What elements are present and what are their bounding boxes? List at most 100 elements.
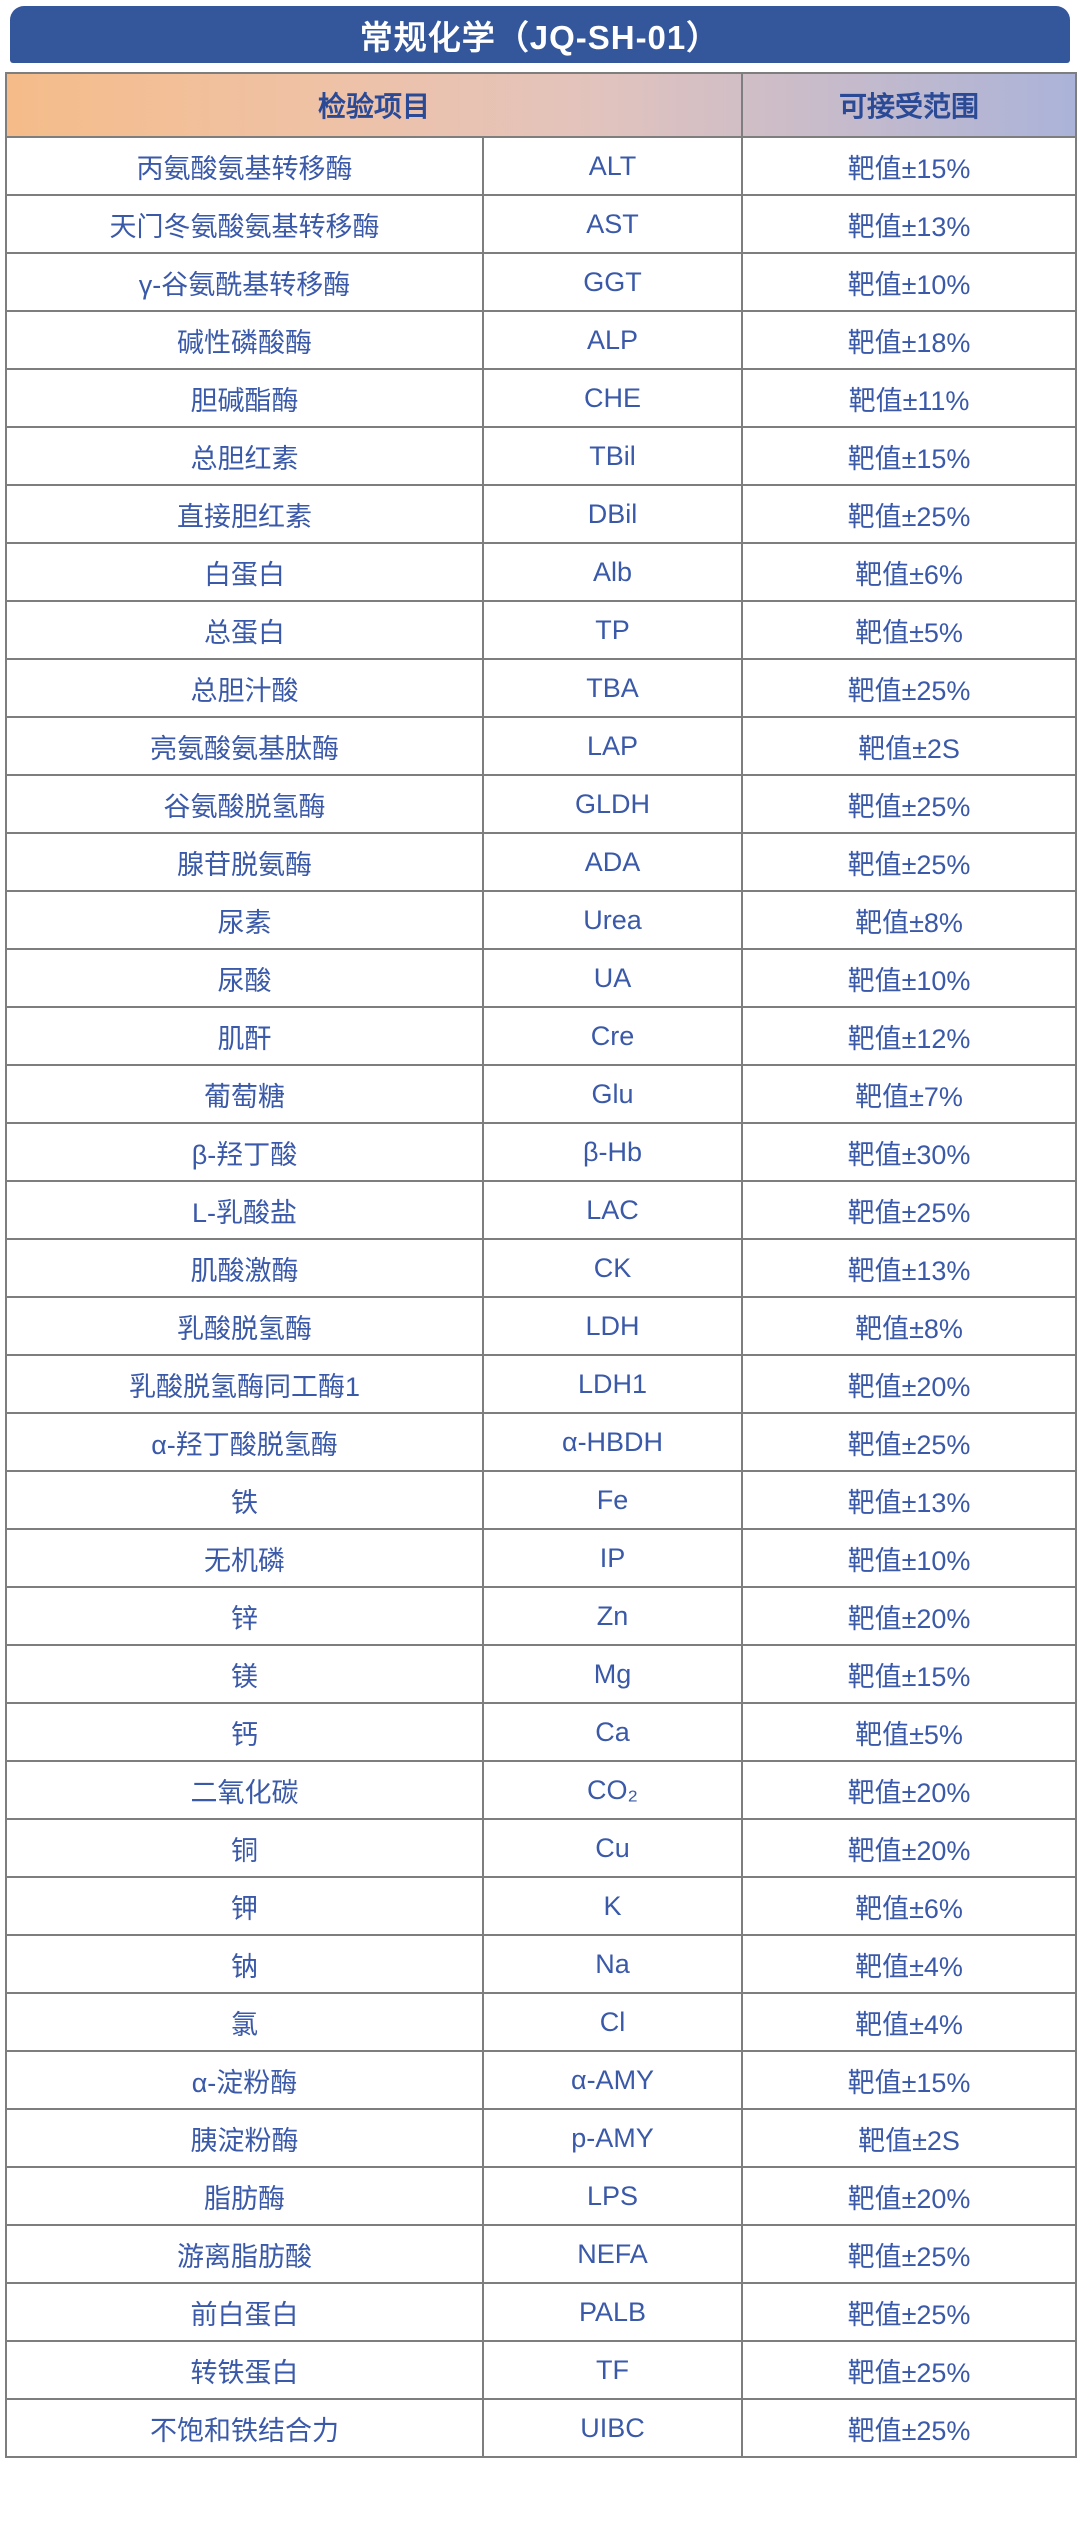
cell-abbr: ALP	[481, 310, 744, 370]
cell-abbr: CO₂	[481, 1760, 744, 1820]
table-row: 二氧化碳 CO₂ 靶值±20%	[5, 1760, 1078, 1820]
cell-name: 乳酸脱氢酶	[5, 1296, 484, 1356]
table-row: α-羟丁酸脱氢酶 α-HBDH 靶值±25%	[5, 1412, 1078, 1472]
cell-abbr: UIBC	[481, 2398, 744, 2458]
cell-abbr: Alb	[481, 542, 744, 602]
table-row: α-淀粉酶 α-AMY 靶值±15%	[5, 2050, 1078, 2110]
cell-range: 靶值±20%	[741, 1760, 1078, 1820]
table-row: 胰淀粉酶 p-AMY 靶值±2S	[5, 2108, 1078, 2168]
cell-range: 靶值±25%	[741, 1412, 1078, 1472]
table-row: 钠 Na 靶值±4%	[5, 1934, 1078, 1994]
cell-abbr: UA	[481, 948, 744, 1008]
cell-abbr: GLDH	[481, 774, 744, 834]
cell-abbr: ALT	[481, 136, 744, 196]
header-test-item: 检验项目	[4, 72, 744, 138]
cell-range: 靶值±25%	[741, 832, 1078, 892]
table-row: 肌酐 Cre 靶值±12%	[5, 1006, 1078, 1066]
cell-name: 尿素	[5, 890, 484, 950]
cell-name: 转铁蛋白	[5, 2340, 484, 2400]
cell-name: 铁	[5, 1470, 484, 1530]
table-row: L-乳酸盐 LAC 靶值±25%	[5, 1180, 1078, 1240]
table-row: 乳酸脱氢酶同工酶1 LDH1 靶值±20%	[5, 1354, 1078, 1414]
cell-abbr: p-AMY	[481, 2108, 744, 2168]
cell-range: 靶值±10%	[741, 948, 1078, 1008]
cell-abbr: TBil	[481, 426, 744, 486]
cell-range: 靶值±25%	[741, 658, 1078, 718]
cell-range: 靶值±15%	[741, 1644, 1078, 1704]
cell-abbr: LAC	[481, 1180, 744, 1240]
cell-name: 钠	[5, 1934, 484, 1994]
cell-abbr: β-Hb	[481, 1122, 744, 1182]
cell-range: 靶值±25%	[741, 484, 1078, 544]
table-row: 不饱和铁结合力 UIBC 靶值±25%	[5, 2398, 1078, 2458]
cell-name: 直接胆红素	[5, 484, 484, 544]
cell-range: 靶值±25%	[741, 2398, 1078, 2458]
cell-range: 靶值±2S	[741, 716, 1078, 776]
table-row: 转铁蛋白 TF 靶值±25%	[5, 2340, 1078, 2400]
cell-abbr: IP	[481, 1528, 744, 1588]
table-row: 丙氨酸氨基转移酶 ALT 靶值±15%	[5, 136, 1078, 196]
cell-abbr: LDH1	[481, 1354, 744, 1414]
cell-abbr: Na	[481, 1934, 744, 1994]
cell-abbr: Cre	[481, 1006, 744, 1066]
table-row: 尿酸 UA 靶值±10%	[5, 948, 1078, 1008]
cell-name: 脂肪酶	[5, 2166, 484, 2226]
table-row: 白蛋白 Alb 靶值±6%	[5, 542, 1078, 602]
cell-range: 靶值±4%	[741, 1934, 1078, 1994]
cell-range: 靶值±10%	[741, 252, 1078, 312]
cell-name: 钙	[5, 1702, 484, 1762]
cell-range: 靶值±15%	[741, 136, 1078, 196]
cell-abbr: NEFA	[481, 2224, 744, 2284]
cell-name: 氯	[5, 1992, 484, 2052]
table-row: 乳酸脱氢酶 LDH 靶值±8%	[5, 1296, 1078, 1356]
cell-range: 靶值±7%	[741, 1064, 1078, 1124]
qc-table: 检验项目 可接受范围 丙氨酸氨基转移酶 ALT 靶值±15% 天门冬氨酸氨基转移酶 AS…	[4, 72, 1078, 2458]
cell-abbr: Ca	[481, 1702, 744, 1762]
cell-name: 总胆红素	[5, 426, 484, 486]
cell-abbr: K	[481, 1876, 744, 1936]
cell-name: 天门冬氨酸氨基转移酶	[5, 194, 484, 254]
table-row: 亮氨酸氨基肽酶 LAP 靶值±2S	[5, 716, 1078, 776]
cell-name: 钾	[5, 1876, 484, 1936]
cell-abbr: α-AMY	[481, 2050, 744, 2110]
cell-name: 不饱和铁结合力	[5, 2398, 484, 2458]
cell-name: α-羟丁酸脱氢酶	[5, 1412, 484, 1472]
table-row: 前白蛋白 PALB 靶值±25%	[5, 2282, 1078, 2342]
cell-range: 靶值±25%	[741, 2282, 1078, 2342]
table-row: 无机磷 IP 靶值±10%	[5, 1528, 1078, 1588]
cell-range: 靶值±18%	[741, 310, 1078, 370]
cell-name: β-羟丁酸	[5, 1122, 484, 1182]
cell-abbr: GGT	[481, 252, 744, 312]
table-row: β-羟丁酸 β-Hb 靶值±30%	[5, 1122, 1078, 1182]
table-row: 腺苷脱氨酶 ADA 靶值±25%	[5, 832, 1078, 892]
cell-range: 靶值±6%	[741, 1876, 1078, 1936]
cell-abbr: LPS	[481, 2166, 744, 2226]
table-row: 铁 Fe 靶值±13%	[5, 1470, 1078, 1530]
cell-abbr: TF	[481, 2340, 744, 2400]
cell-range: 靶值±11%	[741, 368, 1078, 428]
table-row: 胆碱酯酶 CHE 靶值±11%	[5, 368, 1078, 428]
cell-range: 靶值±13%	[741, 1238, 1078, 1298]
page: 常规化学（JQ-SH-01） 检验项目 可接受范围 丙氨酸氨基转移酶 ALT 靶值±…	[0, 6, 1080, 2458]
cell-abbr: CHE	[481, 368, 744, 428]
cell-range: 靶值±2S	[741, 2108, 1078, 2168]
cell-range: 靶值±25%	[741, 2340, 1078, 2400]
cell-name: 二氧化碳	[5, 1760, 484, 1820]
table-row: 直接胆红素 DBil 靶值±25%	[5, 484, 1078, 544]
cell-name: 碱性磷酸酶	[5, 310, 484, 370]
cell-abbr: Fe	[481, 1470, 744, 1530]
cell-range: 靶值±20%	[741, 1586, 1078, 1646]
cell-abbr: Glu	[481, 1064, 744, 1124]
cell-abbr: α-HBDH	[481, 1412, 744, 1472]
cell-abbr: Mg	[481, 1644, 744, 1704]
cell-range: 靶值±25%	[741, 2224, 1078, 2284]
table-row: 葡萄糖 Glu 靶值±7%	[5, 1064, 1078, 1124]
table-row: 脂肪酶 LPS 靶值±20%	[5, 2166, 1078, 2226]
header-acceptable-range: 可接受范围	[741, 72, 1078, 138]
cell-name: 亮氨酸氨基肽酶	[5, 716, 484, 776]
cell-abbr: Zn	[481, 1586, 744, 1646]
cell-range: 靶值±4%	[741, 1992, 1078, 2052]
cell-name: 总胆汁酸	[5, 658, 484, 718]
cell-abbr: TBA	[481, 658, 744, 718]
cell-abbr: TP	[481, 600, 744, 660]
